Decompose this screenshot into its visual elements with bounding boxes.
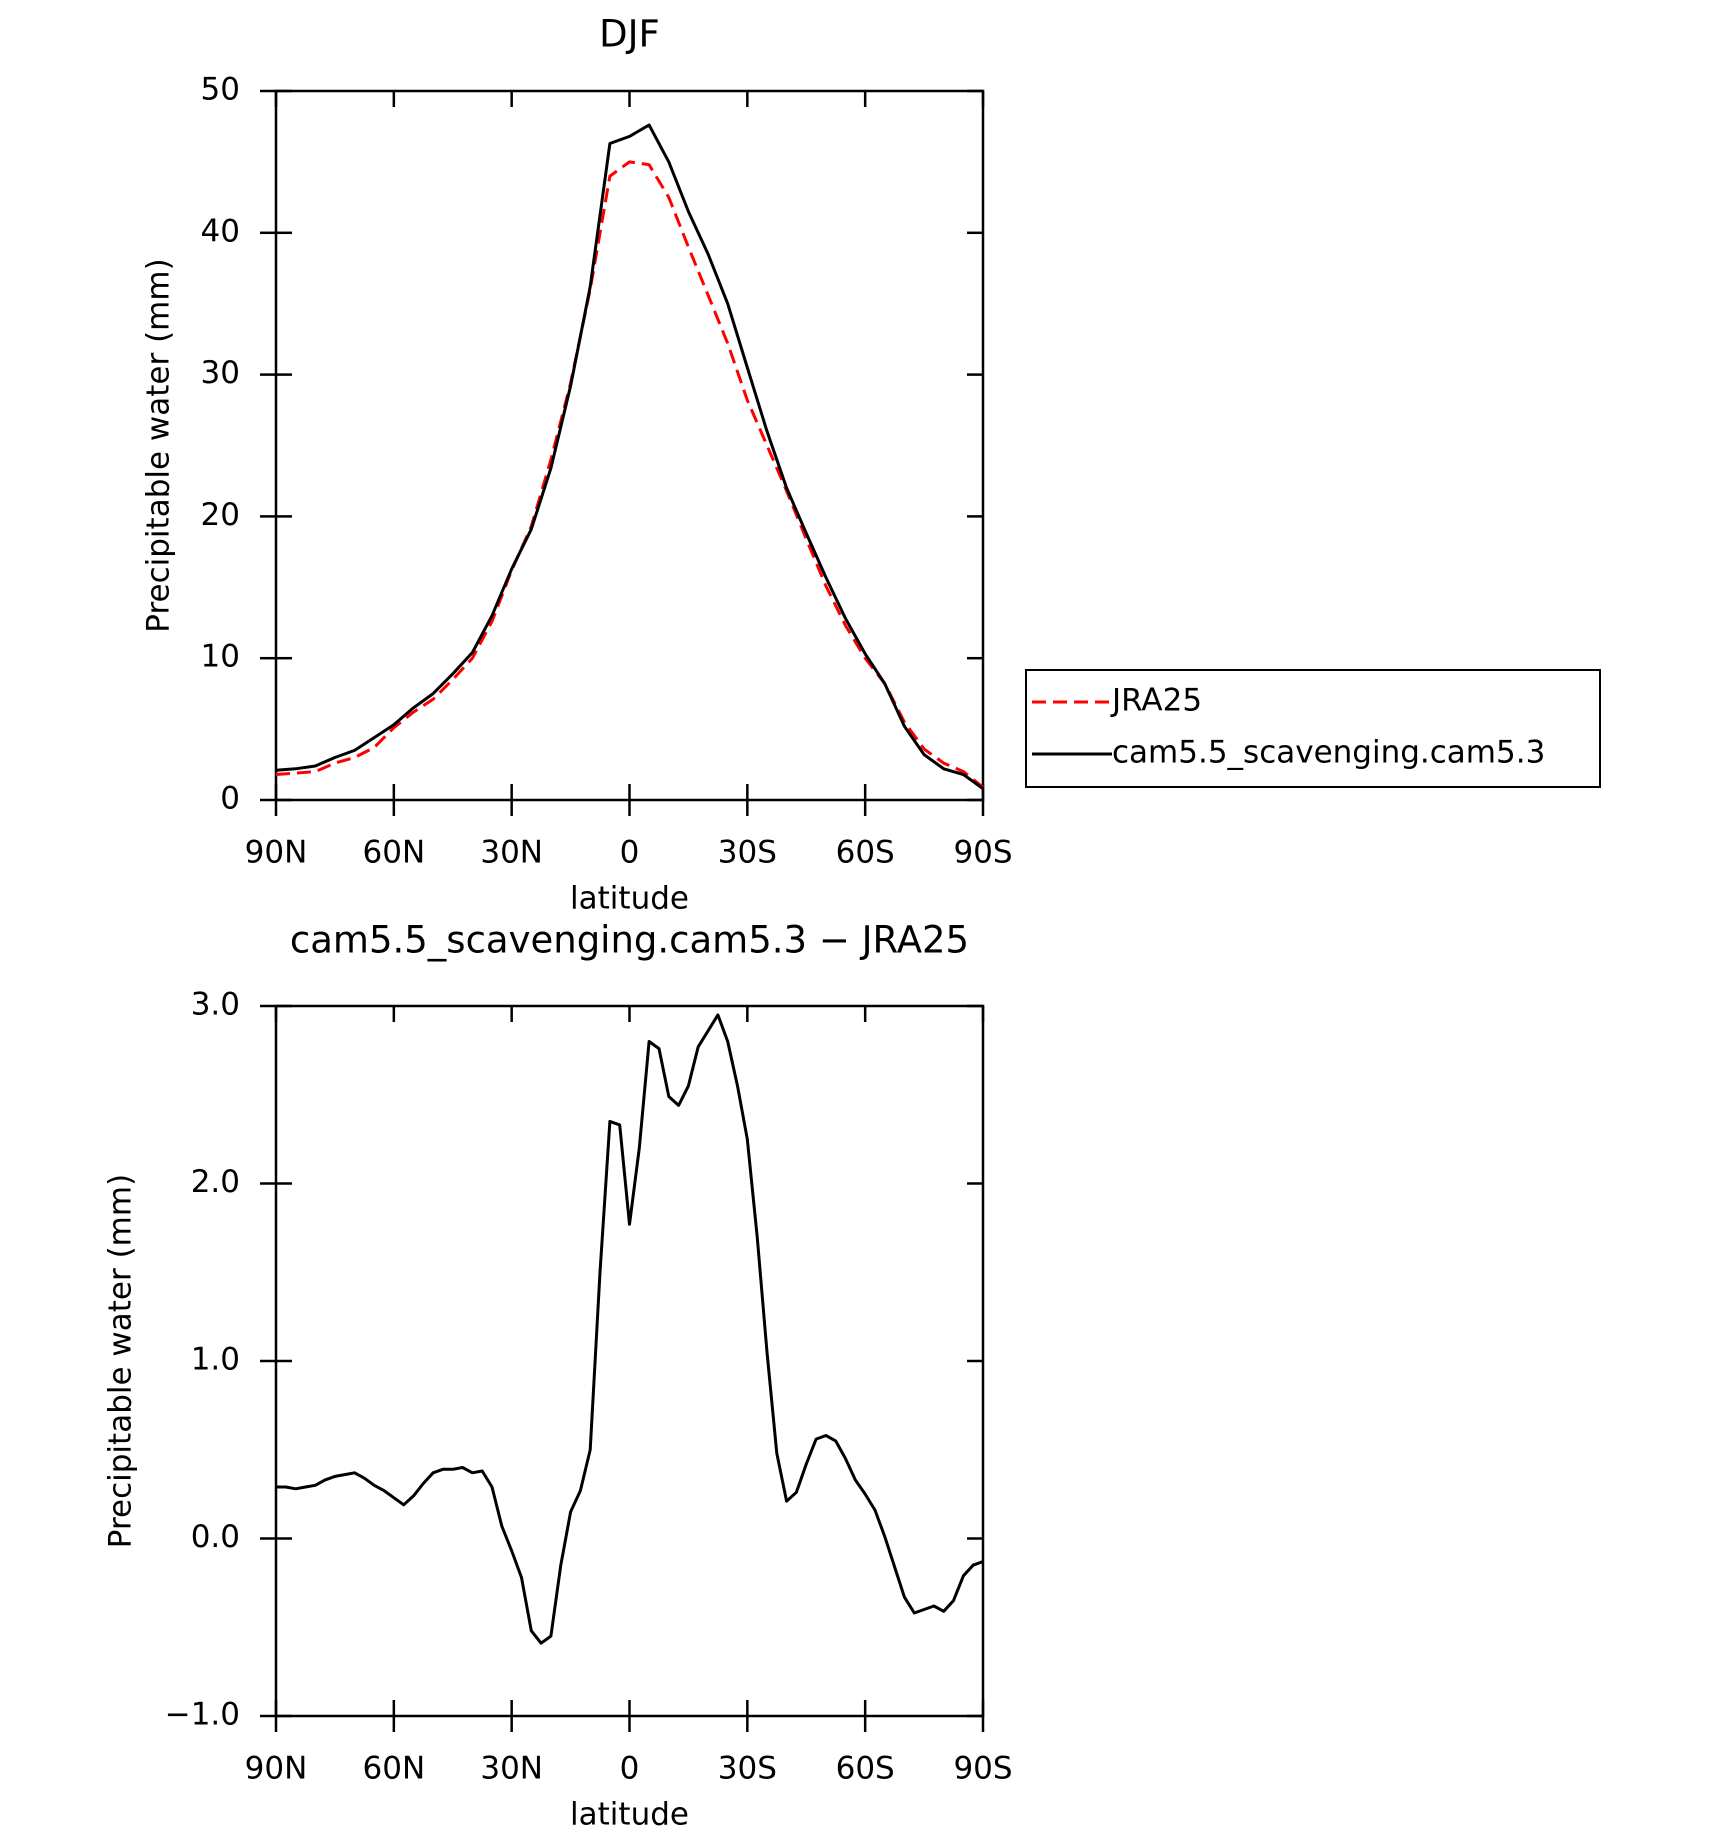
chart-title: DJF <box>599 13 660 56</box>
y-tick-label: 20 <box>201 497 240 533</box>
y-tick-label: 1.0 <box>191 1342 240 1378</box>
x-tick-label: 90S <box>953 835 1012 871</box>
plot-frame <box>274 89 985 802</box>
x-tick-label: 30S <box>718 835 777 871</box>
legend-label: cam5.5_scavenging.cam5.3 <box>1112 735 1545 771</box>
y-tick-label: 3.0 <box>191 987 240 1023</box>
y-axis-label: Precipitable water (mm) <box>141 258 177 632</box>
legend-label: JRA25 <box>1110 683 1202 719</box>
y-tick-label: −1.0 <box>165 1697 240 1733</box>
data-line <box>276 1013 984 1645</box>
chart-title: cam5.5_scavenging.cam5.3 − JRA25 <box>290 919 969 962</box>
data-line <box>275 123 984 790</box>
x-tick-label: 60S <box>836 1751 895 1787</box>
x-tick-label: 30S <box>718 1751 777 1787</box>
x-axis-label: latitude <box>570 1797 689 1833</box>
x-tick-label: 0 <box>620 1751 640 1787</box>
x-tick-label: 90S <box>953 1751 1012 1787</box>
y-tick-label: 0.0 <box>191 1519 240 1555</box>
x-tick-label: 30N <box>480 835 543 871</box>
y-axis-label: Precipitable water (mm) <box>103 1174 139 1548</box>
y-tick-label: 50 <box>201 72 240 108</box>
y-tick-label: 0 <box>220 781 240 817</box>
data-line <box>275 160 984 789</box>
x-axis-label: latitude <box>570 881 689 917</box>
x-tick-label: 0 <box>620 835 640 871</box>
y-tick-label: 30 <box>201 355 240 391</box>
plot-frame <box>274 1004 985 1718</box>
y-tick-label: 10 <box>201 639 240 675</box>
x-tick-label: 90N <box>245 835 308 871</box>
legend-box <box>1025 669 1601 788</box>
x-tick-label: 30N <box>480 1751 543 1787</box>
y-tick-label: 40 <box>201 213 240 249</box>
y-tick-label: 2.0 <box>191 1164 240 1200</box>
x-tick-label: 60N <box>363 1751 426 1787</box>
x-tick-label: 60N <box>363 835 426 871</box>
x-tick-label: 60S <box>836 835 895 871</box>
x-tick-label: 90N <box>245 1751 308 1787</box>
